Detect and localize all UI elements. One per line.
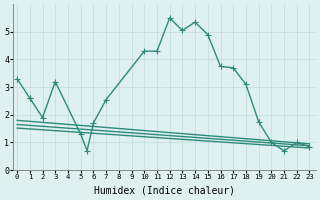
X-axis label: Humidex (Indice chaleur): Humidex (Indice chaleur) xyxy=(94,186,235,196)
